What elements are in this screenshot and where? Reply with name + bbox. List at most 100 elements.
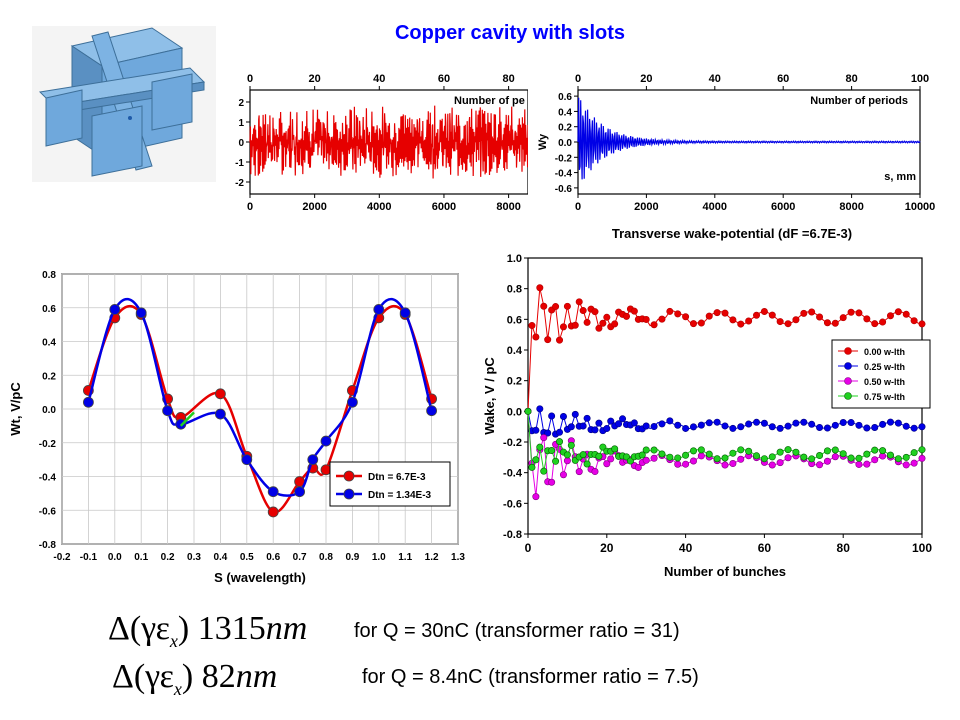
wt-xtick-label: 1.0	[372, 552, 386, 563]
wake-series-2-point	[532, 493, 540, 501]
wake-series-3-point	[705, 450, 713, 458]
wake-series-3-point	[879, 447, 887, 455]
wt-series-1-point	[83, 396, 94, 408]
wy-chart: 0 2000 4000 6000 8000 10000 0 20 40 60 80 100 0.6 0.4…	[530, 66, 960, 246]
wt-series-1-point	[267, 486, 279, 498]
wake-ytick-label: 0.2	[507, 376, 522, 388]
wake-series-0-point	[697, 319, 705, 327]
wz-ytick-label: -1	[235, 158, 244, 169]
wake-series-0-point	[650, 321, 658, 329]
wake-series-3-point	[697, 446, 705, 454]
wake-series-0-point	[556, 336, 564, 344]
wake-series-3-point	[784, 446, 792, 454]
wz-plot: 02000400060008000020406080210-1-2WzNumbe…	[235, 73, 528, 213]
wake-series-0-point	[902, 310, 910, 318]
wake-series-2-point	[721, 461, 729, 469]
wy-xtick-top-label: 60	[777, 73, 789, 85]
wake-series-3-point	[745, 447, 753, 455]
wz-xtick-top-label: 0	[247, 73, 253, 85]
wake-series-0-point	[863, 315, 871, 323]
wake-ytick-label: -0.8	[503, 529, 522, 541]
wy-ylabel: Wy	[537, 133, 549, 150]
wake-legend-label: 0.00 w-lth	[864, 347, 905, 357]
wake-series-0-point	[552, 303, 560, 311]
wake-series-0-point	[536, 284, 544, 292]
wake-series-3-point	[729, 449, 737, 457]
caption-1: for Q = 30nC (transformer ratio = 31)	[354, 620, 680, 642]
wt-series-1-point	[162, 405, 174, 417]
wt-ylabel: Wt, V/pC	[8, 382, 23, 436]
wake-ytick-label: 0.8	[507, 284, 522, 296]
wz-xtick-top-label: 60	[438, 73, 450, 85]
wake-series-2-point	[816, 461, 824, 469]
wake-series-3-point	[713, 455, 721, 463]
wake-series-3-point	[540, 467, 548, 475]
wake-series-0-point	[705, 312, 713, 320]
wt-ytick-label: 0.2	[42, 371, 56, 382]
wake-series-0-point	[575, 298, 583, 306]
wake-series-2-point	[559, 471, 567, 479]
wt-series-1-point	[399, 307, 411, 319]
wake-series-2-point	[689, 457, 697, 465]
wake-series-0-point	[768, 311, 776, 319]
wake-series-1-point	[737, 423, 745, 431]
wake-series-3-point	[753, 452, 761, 460]
wt-series-1-point	[426, 405, 438, 417]
wake-series-2-point	[831, 453, 839, 461]
wt-xtick-label: 0.5	[240, 552, 254, 563]
formula-2-unit: nm	[235, 658, 278, 695]
wake-series-0-point	[808, 308, 816, 316]
wake-series-1-point	[591, 426, 599, 434]
wt-legend-label: Dtn = 6.7E-3	[368, 472, 426, 483]
wake-series-1-point	[556, 428, 564, 436]
wake-series-1-point	[886, 418, 894, 426]
wake-series-3-point	[902, 453, 910, 461]
wake-series-1-point	[871, 423, 879, 431]
copper-cavity-image	[32, 26, 216, 182]
wake-series-2-point	[768, 461, 776, 469]
wake-series-1-point	[532, 426, 540, 434]
wy-xtick-label: 2000	[634, 201, 658, 213]
wake-series-3-point	[800, 453, 808, 461]
wake-series-2-point	[863, 460, 871, 468]
wz-xtick-label: 4000	[367, 201, 391, 213]
wt-series-0-point	[214, 388, 226, 400]
wy-ytick-label: 0.4	[558, 107, 572, 118]
wt-series-1-point	[346, 396, 358, 408]
wy-plot: 0 2000 4000 6000 8000 10000 0 20 40 60 80 100 0.6 0.4…	[537, 73, 935, 241]
wake-series-3-point	[524, 407, 532, 415]
wz-ytick-label: 1	[238, 118, 244, 129]
wt-legend-marker	[343, 488, 355, 500]
wake-series-0-point	[603, 313, 611, 321]
wake-series-1-point	[902, 422, 910, 430]
wake-ytick-label: 0.0	[507, 406, 522, 418]
wake-series-3-point	[552, 457, 560, 465]
formula-1-unit: nm	[265, 610, 308, 647]
wake-series-0-point	[839, 314, 847, 322]
wake-series-3-point	[839, 450, 847, 458]
wake-series-0-point	[894, 308, 902, 316]
wake-series-1-point	[776, 424, 784, 432]
wake-series-3-point	[792, 448, 800, 456]
wake-series-3-point	[579, 451, 587, 459]
formula-2-sub: x	[173, 678, 182, 699]
wt-xtick-label: 0.8	[319, 552, 333, 563]
wake-series-2-point	[563, 457, 571, 465]
wake-series-1-point	[658, 420, 666, 428]
wake-series-0-point	[816, 313, 824, 321]
wt-ytick-label: -0.2	[39, 439, 57, 450]
wake-series-1-point	[579, 422, 587, 430]
wz-chart: 02000400060008000020406080210-1-2WzNumbe…	[222, 66, 528, 216]
wake-series-1-point	[705, 419, 713, 427]
wake-ytick-label: 0.6	[507, 314, 522, 326]
wy-ytick-label: 0.6	[558, 92, 572, 103]
wake-series-0-point	[599, 319, 607, 327]
wz-ytick-label: -2	[235, 178, 244, 189]
wt-ytick-label: 0.8	[42, 270, 56, 281]
wake-series-0-point	[528, 322, 536, 330]
wake-xtick-label: 0	[525, 541, 532, 555]
wake-series-2-point	[776, 459, 784, 467]
wake-series-1-point	[760, 419, 768, 427]
wake-series-3-point	[918, 446, 926, 454]
wt-plot: -0.2 -0.1 0.0 0.1 0.2 0.3 0.4 0.5 0.6 0.7 0.8 0.9 1.…	[8, 270, 465, 585]
